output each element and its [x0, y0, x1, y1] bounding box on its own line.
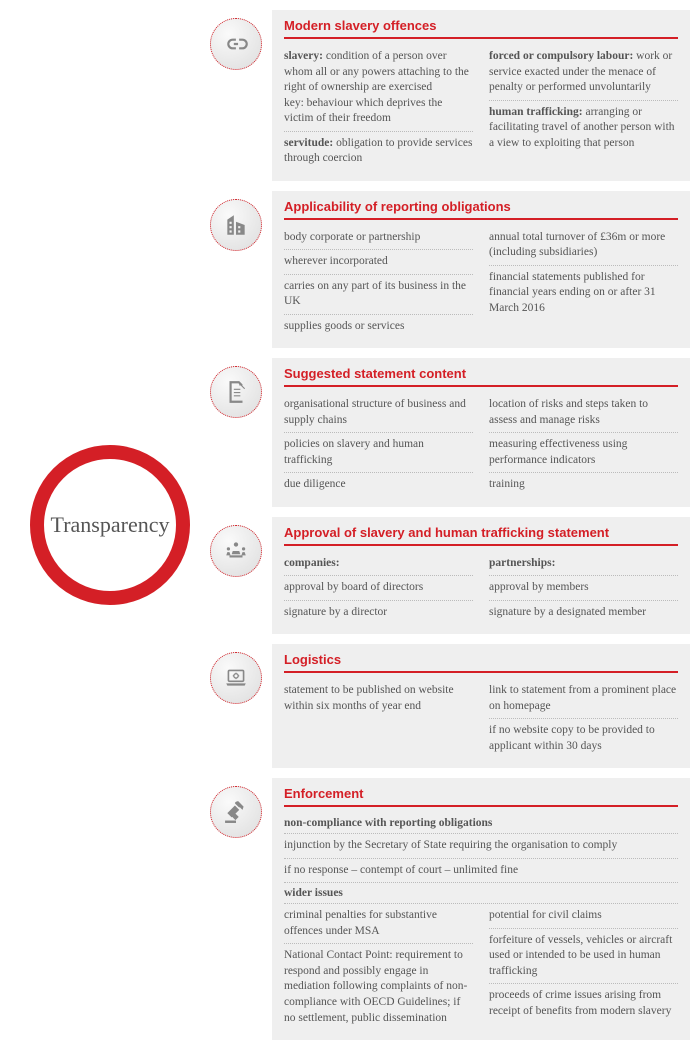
list-item: proceeds of crime issues arising from re…	[489, 984, 678, 1023]
content-panel: Suggested statement content organisationa…	[272, 358, 690, 507]
meeting-icon	[210, 525, 262, 577]
section: Logistics statement to be published on we…	[210, 644, 690, 768]
section-title: Logistics	[284, 652, 678, 673]
section: Modern slavery offences slavery: conditio…	[210, 10, 690, 181]
list-item: forfeiture of vessels, vehicles or aircr…	[489, 929, 678, 985]
list-item: criminal penalties for substantive offen…	[284, 904, 473, 944]
list-item: if no response – contempt of court – unl…	[284, 859, 678, 884]
list-item: body corporate or partnership	[284, 226, 473, 251]
list-item: injunction by the Secretary of State req…	[284, 834, 678, 859]
link-icon	[210, 18, 262, 70]
list-item: partnerships:	[489, 552, 678, 577]
list-item: training	[489, 473, 678, 497]
list-item: policies on slavery and human traffickin…	[284, 433, 473, 473]
section: Enforcement non-compliance with reporting…	[210, 778, 690, 1040]
list-item: link to statement from a prominent place…	[489, 679, 678, 719]
list-item: human trafficking: arranging or facilita…	[489, 101, 678, 156]
content-panel: Modern slavery offences slavery: conditio…	[272, 10, 690, 181]
section-title: Applicability of reporting obligations	[284, 199, 678, 220]
list-item: location of risks and steps taken to ass…	[489, 393, 678, 433]
section: Approval of slavery and human traffickin…	[210, 517, 690, 635]
list-item: approval by members	[489, 576, 678, 601]
section-title: Suggested statement content	[284, 366, 678, 387]
section-title: Modern slavery offences	[284, 18, 678, 39]
gavel-icon	[210, 786, 262, 838]
list-item: statement to be published on website wit…	[284, 679, 473, 718]
list-item: National Contact Point: requirement to r…	[284, 944, 473, 1030]
document-icon	[210, 366, 262, 418]
list-item: financial statements published for finan…	[489, 266, 678, 321]
subheading: wider issues	[284, 883, 678, 904]
content-panel: Approval of slavery and human traffickin…	[272, 517, 690, 635]
list-item: servitude: obligation to provide service…	[284, 132, 473, 171]
list-item: wherever incorporated	[284, 250, 473, 275]
list-item: supplies goods or services	[284, 315, 473, 339]
laptop-icon	[210, 652, 262, 704]
section: Applicability of reporting obligations bo…	[210, 191, 690, 349]
list-item: forced or compulsory labour: work or ser…	[489, 45, 678, 101]
left-column: Transparency	[10, 10, 210, 1040]
diagram-root: Transparency Modern slavery offences slav…	[10, 10, 690, 1040]
section-title: Enforcement	[284, 786, 678, 807]
list-item: measuring effectiveness using performanc…	[489, 433, 678, 473]
list-item: if no website copy to be provided to app…	[489, 719, 678, 758]
list-item: potential for civil claims	[489, 904, 678, 929]
center-node: Transparency	[30, 445, 190, 605]
list-item: slavery: condition of a person over whom…	[284, 45, 473, 132]
list-item: organisational structure of business and…	[284, 393, 473, 433]
list-item: approval by board of directors	[284, 576, 473, 601]
section-title: Approval of slavery and human traffickin…	[284, 525, 678, 546]
sections-column: Modern slavery offences slavery: conditio…	[210, 10, 690, 1040]
list-item: due diligence	[284, 473, 473, 497]
list-item: signature by a director	[284, 601, 473, 625]
subheading: non-compliance with reporting obligation…	[284, 813, 678, 834]
content-panel: Applicability of reporting obligations bo…	[272, 191, 690, 349]
list-item: annual total turnover of £36m or more (i…	[489, 226, 678, 266]
list-item: carries on any part of its business in t…	[284, 275, 473, 315]
list-item: signature by a designated member	[489, 601, 678, 625]
list-item: companies:	[284, 552, 473, 577]
building-icon	[210, 199, 262, 251]
content-panel: Enforcement non-compliance with reporting…	[272, 778, 690, 1040]
content-panel: Logistics statement to be published on we…	[272, 644, 690, 768]
center-label: Transparency	[51, 512, 170, 538]
section: Suggested statement content organisationa…	[210, 358, 690, 507]
